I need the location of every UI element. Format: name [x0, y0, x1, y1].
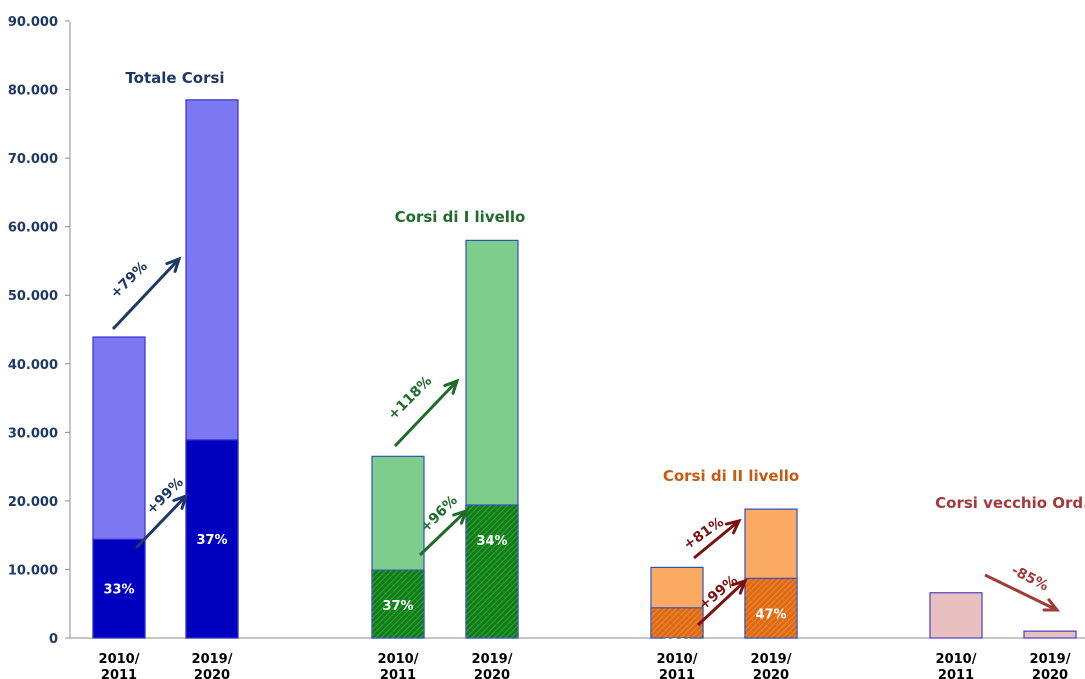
y-tick-label: 50.000 — [8, 289, 58, 304]
y-tick-label: 80.000 — [8, 84, 58, 99]
change-arrow — [111, 257, 181, 331]
change-arrow — [418, 509, 468, 557]
x-tick-label: 2020 — [753, 668, 789, 679]
y-tick-label: 0 — [49, 632, 58, 647]
x-tick-label: 2019/ — [1030, 652, 1071, 667]
change-arrow — [696, 579, 747, 627]
x-tick-label: 2019/ — [472, 652, 513, 667]
change-arrow — [693, 519, 740, 560]
change-arrow-head — [443, 378, 460, 395]
x-tick-label: 2011 — [101, 668, 137, 679]
share-label: 47% — [755, 607, 786, 622]
change-arrow — [393, 379, 459, 448]
y-axis: 0 10.000 20.000 30.000 40.000 50.000 60.000 70.… — [8, 15, 1085, 647]
change-arrow-head — [724, 518, 742, 535]
x-tick-label: 2011 — [938, 668, 974, 679]
change-arrow-head — [1042, 598, 1061, 612]
bar-inner-hatch — [651, 607, 703, 638]
share-label: 34% — [476, 534, 507, 549]
group-title: Totale Corsi — [125, 69, 224, 87]
change-arrow-head — [165, 256, 182, 273]
bar-inner-hatch — [372, 570, 424, 638]
x-tick-label: 2010/ — [657, 652, 698, 667]
bar-inner-hatch — [466, 505, 518, 638]
change-arrow-head — [172, 493, 189, 510]
y-tick-label: 20.000 — [8, 495, 58, 510]
x-tick-label: 2010/ — [378, 652, 419, 667]
x-tick-label: 2010/ — [936, 652, 977, 667]
share-label: 37% — [196, 533, 227, 548]
bar-total — [1023, 630, 1077, 639]
y-tick-label: 10.000 — [8, 563, 58, 578]
change-label: +118% — [385, 373, 435, 423]
share-label: 42% — [661, 637, 692, 652]
x-tick-label: 2019/ — [751, 652, 792, 667]
share-label: 37% — [382, 599, 413, 614]
group-title: Corsi vecchio Ord. — [935, 494, 1085, 512]
x-tick-label: 2020 — [474, 668, 510, 679]
y-tick-label: 60.000 — [8, 221, 58, 236]
x-tick-label: 2020 — [194, 668, 230, 679]
share-label: 33% — [103, 583, 134, 598]
y-tick-label: 70.000 — [8, 152, 58, 167]
x-tick-label: 2011 — [380, 668, 416, 679]
change-arrow — [984, 573, 1058, 612]
change-arrow — [134, 494, 188, 550]
x-tick-label: 2010/ — [99, 652, 140, 667]
y-tick-label: 30.000 — [8, 426, 58, 441]
bar-inner-hatch — [745, 578, 797, 638]
change-label: +99% — [144, 475, 187, 518]
bars-layer — [92, 99, 1077, 639]
bar-inner — [185, 439, 239, 639]
x-tick-label: 2020 — [1032, 668, 1068, 679]
group-title: Corsi di II livello — [663, 467, 799, 485]
change-arrow-head — [731, 578, 748, 595]
y-tick-label: 90.000 — [8, 15, 58, 30]
change-arrow-head — [452, 508, 469, 525]
x-tick-label: 2011 — [659, 668, 695, 679]
bar-total — [929, 592, 983, 639]
x-tick-label: 2019/ — [192, 652, 233, 667]
group-title: Corsi di I livello — [395, 208, 526, 226]
bar-inner — [92, 538, 146, 639]
change-label: +81% — [681, 514, 727, 553]
labels-layer: Totale Corsi 33% 2010/2011 37% 2019/2020 Cors… — [99, 69, 1085, 679]
y-tick-label: 40.000 — [8, 358, 58, 373]
